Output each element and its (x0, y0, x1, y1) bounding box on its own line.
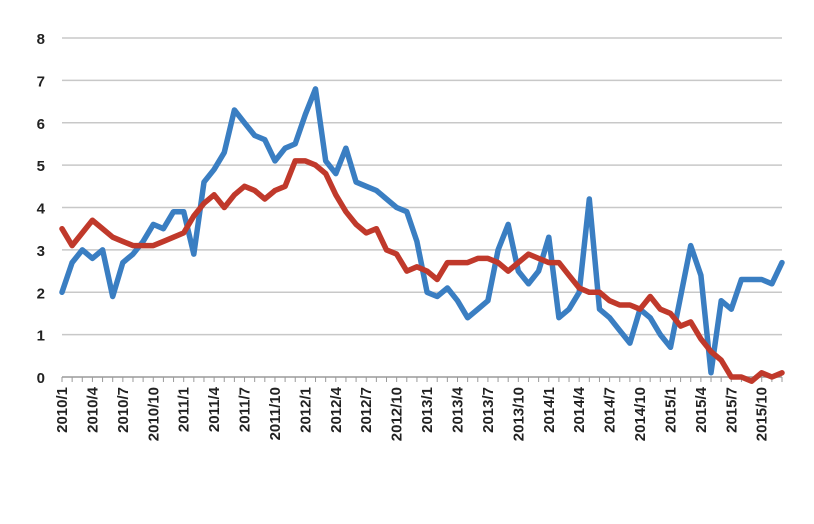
y-tick-label: 3 (37, 243, 45, 260)
y-tick-label: 8 (37, 31, 45, 48)
x-tick-label: 2013/7 (480, 387, 497, 433)
series-line-1 (59, 86, 785, 376)
x-tick-label: 2013/1 (419, 387, 436, 433)
y-tick-label: 5 (37, 158, 45, 175)
x-tick-label: 2013/4 (449, 386, 466, 433)
series-line-2 (59, 158, 785, 384)
x-tick-label: 2011/10 (267, 387, 284, 440)
y-tick-label: 6 (37, 116, 45, 133)
x-tick-label: 2015/1 (662, 387, 679, 433)
x-tick-label: 2012/10 (389, 387, 406, 441)
x-tick-label: 2014/4 (571, 386, 588, 433)
x-tick-label: 2014/1 (541, 387, 558, 433)
x-tick-label: 2014/7 (602, 387, 619, 433)
x-tick-label: 2011/7 (237, 387, 254, 432)
y-tick-label: 1 (37, 328, 45, 345)
gridlines (62, 37, 782, 336)
x-axis-tick-labels: 2010/1 2010/4 2010/7 2010/10 2011/1 2011/4 201… (54, 386, 771, 441)
x-tick-label: 2015/7 (723, 387, 740, 433)
x-tick-label: 2011/4 (206, 386, 223, 432)
y-tick-label: 4 (37, 201, 46, 218)
x-tick-label: 2012/1 (297, 387, 314, 433)
x-tick-label: 2010/1 (54, 387, 71, 433)
x-tick-label: 2015/10 (754, 387, 771, 441)
x-tick-label: 2010/4 (84, 386, 101, 433)
x-tick-label: 2014/10 (632, 387, 649, 441)
y-axis-tick-labels: 0 1 2 3 4 5 6 7 8 (37, 31, 46, 387)
x-tick-label: 2012/7 (358, 387, 375, 433)
y-tick-label: 7 (37, 73, 45, 90)
x-tick-label: 2012/4 (328, 386, 345, 433)
x-tick-label: 2010/7 (115, 387, 132, 433)
x-axis (61, 376, 783, 382)
x-tick-label: 2011/1 (176, 387, 193, 432)
x-tick-label: 2015/4 (693, 386, 710, 433)
y-tick-label: 0 (37, 370, 45, 387)
x-tick-label: 2010/10 (145, 387, 162, 441)
y-tick-label: 2 (37, 285, 45, 302)
series-lines (59, 86, 785, 384)
x-tick-label: 2013/10 (510, 387, 527, 441)
